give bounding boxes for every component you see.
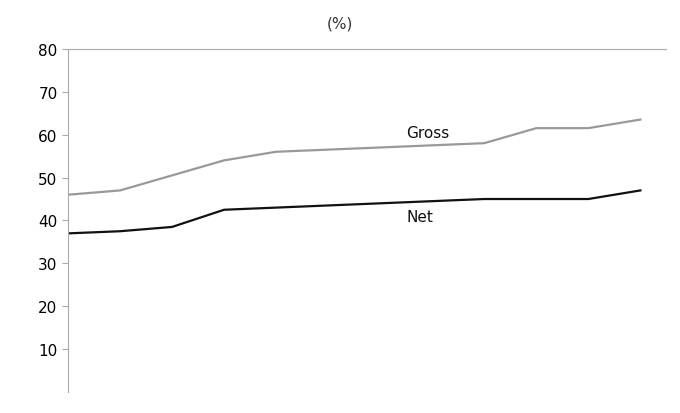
Text: Net: Net [406,209,433,224]
Text: (%): (%) [327,17,353,31]
Text: Gross: Gross [406,126,449,140]
